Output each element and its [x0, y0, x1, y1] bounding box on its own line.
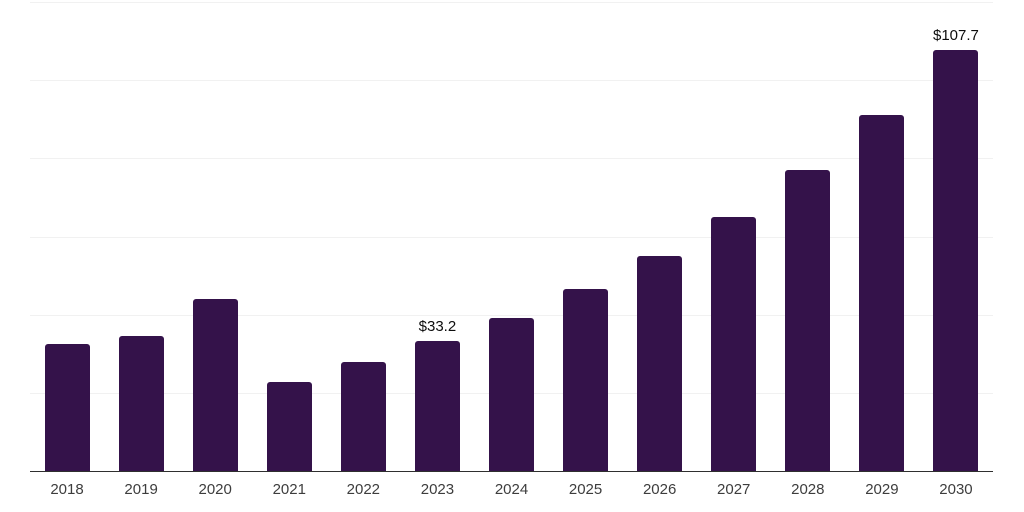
x-tick-2022: 2022 — [346, 481, 381, 498]
value-label-2030: $107.7 — [933, 27, 979, 45]
bar-2029 — [859, 115, 905, 471]
gridline-100 — [30, 80, 993, 82]
gridline-40 — [30, 314, 993, 316]
value-label-2023: $33.2 — [418, 318, 457, 336]
x-tick-2030: 2030 — [939, 481, 973, 498]
bar-2025 — [563, 288, 609, 471]
bar-2022 — [340, 361, 386, 471]
x-tick-2028: 2028 — [791, 481, 825, 498]
x-tick-2023: 2023 — [420, 481, 455, 498]
bar-2019 — [118, 335, 164, 471]
x-tick-2019: 2019 — [124, 481, 158, 498]
gridline-60 — [30, 236, 993, 238]
gridline-80 — [30, 158, 993, 160]
bar-2018 — [44, 344, 90, 471]
x-tick-2029: 2029 — [865, 481, 899, 498]
bar-2020 — [192, 298, 238, 471]
gridline-120 — [30, 2, 993, 3]
x-tick-2025: 2025 — [568, 481, 603, 498]
x-tick-2021: 2021 — [272, 481, 306, 498]
x-tick-2026: 2026 — [642, 481, 677, 498]
bar-2023 — [414, 341, 460, 471]
bar-2028 — [785, 170, 831, 471]
x-tick-2027: 2027 — [717, 481, 751, 498]
bar-2027 — [711, 216, 757, 471]
bar-2021 — [266, 382, 312, 471]
x-axis-labels: 2018 2019 2020 2021 2022 2023 2024 2025 2026 2027… — [30, 481, 993, 505]
bar-2026 — [637, 256, 683, 471]
x-tick-2024: 2024 — [494, 481, 529, 498]
plot-area: $33.2 $107.7 — [30, 2, 993, 472]
x-tick-2018: 2018 — [50, 481, 84, 498]
bar-2030 — [933, 50, 979, 471]
bar-2024 — [489, 317, 534, 471]
x-tick-2020: 2020 — [198, 481, 232, 498]
